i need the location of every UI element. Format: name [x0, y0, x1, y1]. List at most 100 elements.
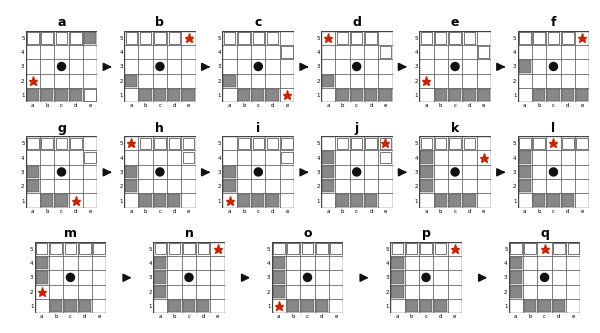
Bar	[420, 152, 433, 164]
Bar	[523, 285, 538, 299]
Bar	[546, 74, 560, 88]
Bar	[533, 89, 545, 101]
Bar	[336, 89, 349, 101]
Bar	[552, 285, 566, 299]
Bar	[63, 285, 77, 299]
Bar	[509, 270, 523, 285]
Bar	[419, 256, 433, 270]
Text: c: c	[254, 16, 262, 29]
Bar	[237, 45, 251, 59]
Bar	[124, 31, 139, 45]
Bar	[140, 32, 151, 44]
Bar	[40, 88, 55, 102]
Bar	[419, 45, 434, 59]
Bar	[390, 241, 404, 256]
Bar	[69, 45, 83, 59]
Bar	[538, 285, 552, 299]
Bar	[36, 243, 47, 254]
Bar	[286, 299, 301, 313]
Bar	[154, 257, 166, 269]
Bar	[322, 75, 334, 87]
Bar	[237, 136, 251, 151]
Bar	[419, 136, 434, 151]
Bar	[83, 45, 97, 59]
Bar	[265, 193, 280, 208]
Bar	[77, 270, 92, 285]
Bar	[153, 151, 167, 165]
Bar	[272, 271, 285, 284]
Bar	[533, 194, 545, 207]
Bar	[238, 32, 250, 44]
Bar	[335, 59, 350, 74]
Bar	[125, 75, 137, 87]
Bar	[153, 74, 167, 88]
Bar	[434, 59, 448, 74]
Bar	[124, 88, 139, 102]
Bar	[378, 179, 392, 193]
Bar	[575, 193, 589, 208]
Bar	[476, 74, 491, 88]
Bar	[139, 31, 153, 45]
Bar	[181, 74, 196, 88]
Bar	[404, 270, 419, 285]
Bar	[272, 256, 286, 270]
Bar	[265, 31, 280, 45]
Bar	[434, 89, 447, 101]
Bar	[552, 241, 566, 256]
Bar	[272, 241, 286, 256]
Bar	[181, 165, 196, 179]
Bar	[26, 45, 40, 59]
Bar	[335, 193, 350, 208]
Bar	[575, 151, 589, 165]
Bar	[365, 32, 377, 44]
Bar	[139, 88, 153, 102]
Bar	[350, 151, 364, 165]
Text: p: p	[422, 227, 430, 240]
Bar	[391, 271, 404, 284]
Bar	[538, 300, 551, 312]
Bar	[364, 136, 378, 151]
Bar	[462, 31, 476, 45]
Bar	[476, 165, 491, 179]
Bar	[266, 194, 279, 207]
Bar	[532, 31, 546, 45]
Text: n: n	[185, 227, 193, 240]
Text: h: h	[155, 122, 164, 135]
Bar	[552, 270, 566, 285]
Bar	[448, 165, 462, 179]
Bar	[49, 256, 63, 270]
Bar	[251, 136, 265, 151]
Bar	[553, 243, 565, 254]
Bar	[69, 59, 83, 74]
Bar	[301, 256, 314, 270]
Bar	[434, 88, 448, 102]
Bar	[237, 151, 251, 165]
Bar	[139, 193, 153, 208]
Bar	[40, 74, 55, 88]
Bar	[181, 88, 196, 102]
Bar	[322, 166, 334, 178]
Bar	[510, 271, 522, 284]
Bar	[538, 241, 552, 256]
Bar	[518, 152, 531, 164]
Bar	[83, 88, 97, 102]
Bar	[26, 74, 40, 88]
Bar	[223, 165, 237, 179]
Bar	[518, 180, 531, 192]
Bar	[183, 138, 194, 149]
Bar	[331, 243, 342, 254]
Bar	[301, 270, 314, 285]
Bar	[237, 88, 251, 102]
Bar	[140, 138, 151, 149]
Bar	[70, 32, 82, 44]
Bar	[94, 243, 105, 254]
Bar	[280, 151, 294, 165]
Bar	[153, 270, 167, 285]
Bar	[124, 151, 139, 165]
Text: g: g	[57, 122, 66, 135]
Bar	[83, 179, 97, 193]
Bar	[351, 138, 362, 149]
Circle shape	[155, 167, 164, 177]
Bar	[301, 241, 314, 256]
Bar	[286, 256, 301, 270]
